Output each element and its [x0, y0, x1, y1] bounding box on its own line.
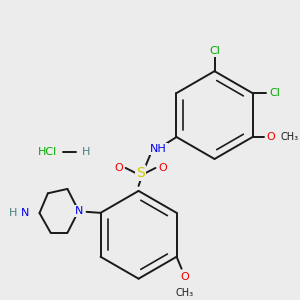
Text: O: O [114, 163, 123, 173]
Text: CH₃: CH₃ [280, 132, 298, 142]
Text: Cl: Cl [269, 88, 280, 98]
Text: NH: NH [150, 144, 167, 154]
Text: S: S [136, 166, 145, 180]
Text: CH₃: CH₃ [176, 288, 194, 298]
Text: O: O [158, 163, 167, 173]
Text: N: N [74, 206, 83, 216]
Text: H: H [82, 147, 90, 157]
Text: O: O [266, 132, 275, 142]
Text: H: H [9, 208, 18, 218]
Text: N: N [21, 208, 30, 218]
Text: O: O [180, 272, 189, 282]
Text: Cl: Cl [209, 46, 220, 56]
Text: HCl: HCl [38, 147, 58, 157]
